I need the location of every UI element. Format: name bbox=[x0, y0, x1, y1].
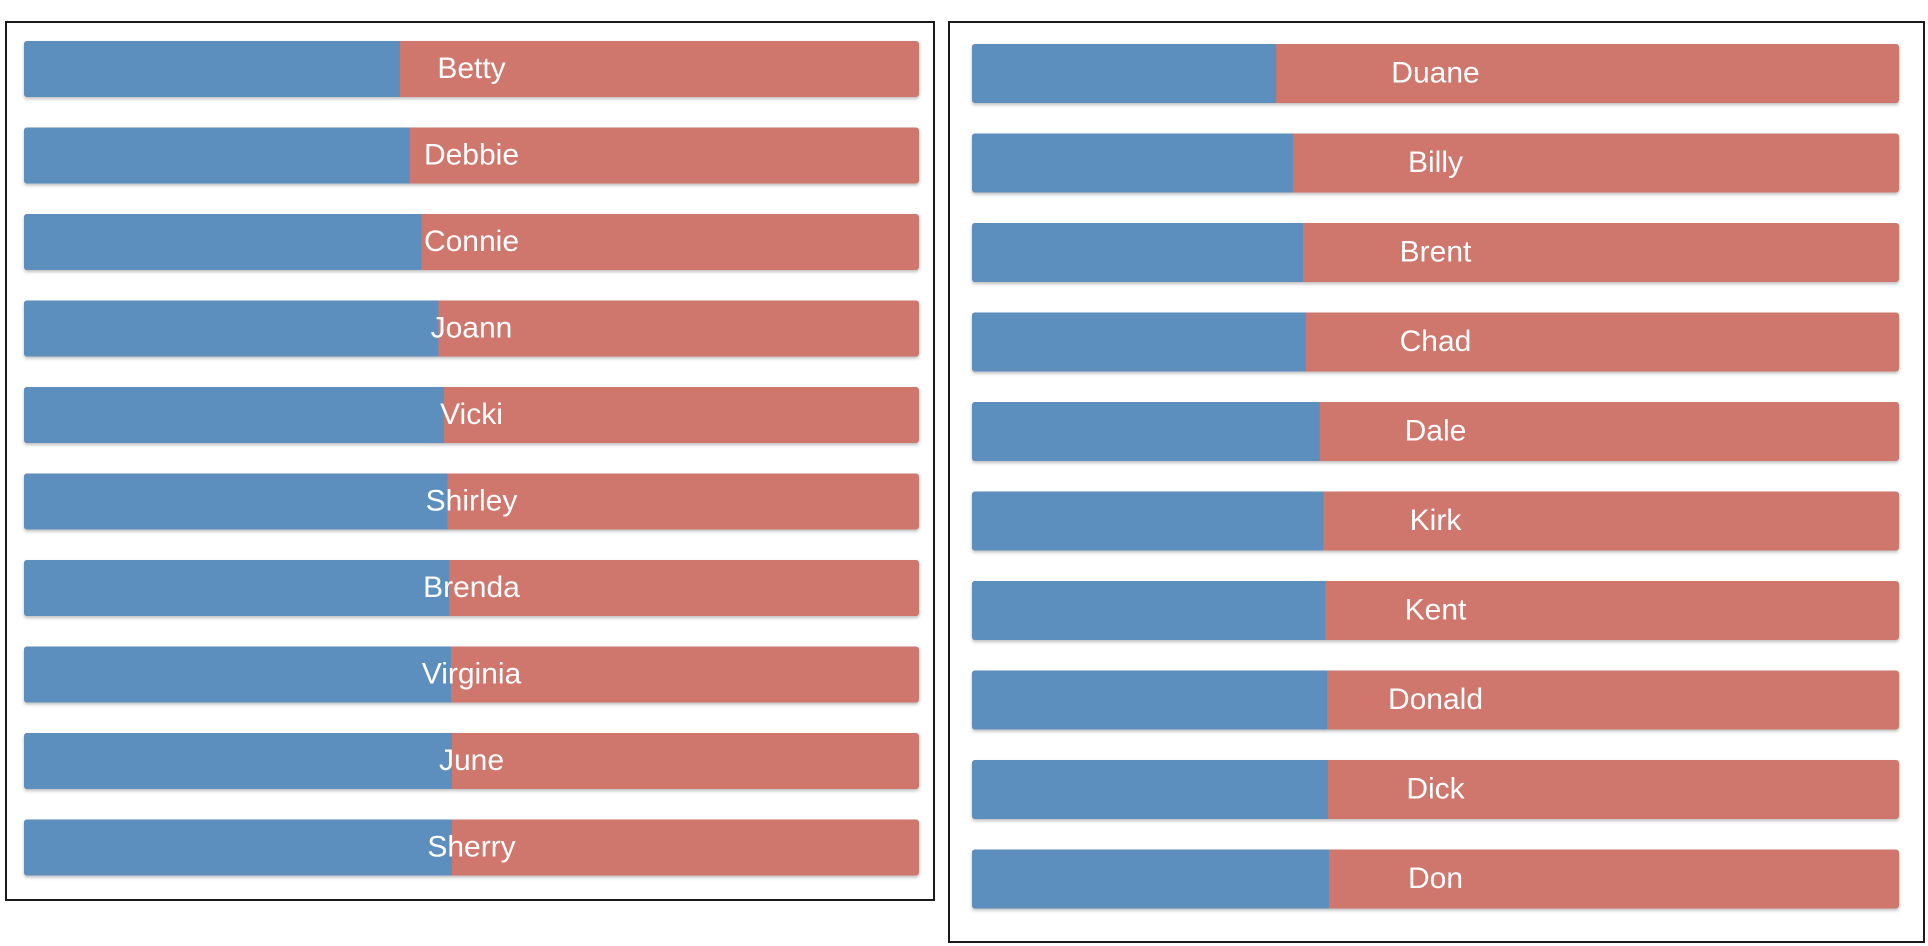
bar-label-virginia: Virginia bbox=[422, 657, 522, 690]
bar-label-kent: Kent bbox=[1405, 593, 1467, 626]
bar-segment-join bbox=[1301, 312, 1306, 372]
bar-segment-left-dick bbox=[972, 760, 1328, 819]
bar-label-debbie: Debbie bbox=[424, 138, 519, 171]
bar-label-betty: Betty bbox=[437, 52, 505, 85]
bar-segment-join bbox=[405, 127, 410, 184]
bar-row-brenda bbox=[24, 560, 919, 616]
bar-row-debbie bbox=[24, 127, 919, 184]
bar-segment-join bbox=[447, 819, 452, 876]
bar-row-duane bbox=[972, 44, 1899, 103]
bar-segment-left-billy bbox=[972, 133, 1293, 193]
bar-segment-left-chad bbox=[972, 312, 1306, 372]
bar-segment-left-dale bbox=[972, 402, 1320, 461]
bar-segment-left-brent bbox=[972, 223, 1303, 282]
bar-row-betty bbox=[24, 41, 919, 97]
bar-row-billy bbox=[972, 133, 1899, 193]
bar-label-donald: Donald bbox=[1388, 683, 1483, 716]
bar-segment-left-debbie bbox=[24, 127, 410, 184]
bar-segment-left-donald bbox=[972, 670, 1328, 730]
bar-row-chad bbox=[972, 312, 1899, 372]
bar-segment-join bbox=[1321, 581, 1326, 640]
bar-segment-join bbox=[417, 214, 422, 270]
bar-label-kirk: Kirk bbox=[1410, 504, 1463, 537]
bar-segment-join bbox=[1324, 849, 1329, 909]
bar-segment-join bbox=[1288, 133, 1293, 193]
bar-segment-join bbox=[1298, 223, 1303, 282]
bar-label-vicki: Vicki bbox=[440, 398, 503, 431]
bar-label-joann: Joann bbox=[431, 311, 513, 344]
bar-label-brenda: Brenda bbox=[423, 571, 520, 604]
bar-segment-join bbox=[1272, 44, 1277, 103]
bar-row-sherry bbox=[24, 819, 919, 876]
bar-row-dale bbox=[972, 402, 1899, 461]
bar-segment-join bbox=[445, 560, 450, 616]
bar-row-joann bbox=[24, 300, 919, 357]
bar-label-billy: Billy bbox=[1408, 146, 1463, 179]
bar-segment-join bbox=[1323, 670, 1328, 730]
bar-segment-left-shirley bbox=[24, 473, 448, 530]
bar-row-brent bbox=[972, 223, 1899, 282]
bar-segment-left-brenda bbox=[24, 560, 450, 616]
bar-row-shirley bbox=[24, 473, 919, 530]
bar-label-duane: Duane bbox=[1391, 56, 1479, 89]
right-stacked-bar-chart: Duane Billy Brent Chad Dale Kirk Kent Donald Dic… bbox=[972, 44, 1899, 909]
right-chart-panel: Duane Billy Brent Chad Dale Kirk Kent Donald Dic… bbox=[948, 21, 1925, 943]
left-chart-panel: Betty Debbie Connie Joann Vicki Shirley Brenda… bbox=[5, 21, 935, 901]
bar-label-shirley: Shirley bbox=[426, 484, 518, 517]
bar-segment-left-kent bbox=[972, 581, 1326, 640]
bar-row-dick bbox=[972, 760, 1899, 819]
bar-label-june: June bbox=[439, 744, 504, 777]
bar-segment-left-don bbox=[972, 849, 1329, 909]
bar-label-brent: Brent bbox=[1400, 235, 1472, 268]
bar-row-kirk bbox=[972, 491, 1899, 551]
bar-segment-left-duane bbox=[972, 44, 1277, 103]
bar-segment-left-vicki bbox=[24, 387, 444, 443]
bar-segment-left-virginia bbox=[24, 646, 451, 703]
bar-segment-join bbox=[447, 733, 452, 789]
bar-row-connie bbox=[24, 214, 919, 270]
bar-row-june bbox=[24, 733, 919, 789]
bar-label-chad: Chad bbox=[1400, 325, 1472, 358]
bar-segment-left-sherry bbox=[24, 819, 452, 876]
bar-segment-join bbox=[439, 387, 444, 443]
bar-segment-join bbox=[434, 300, 439, 357]
bar-label-dick: Dick bbox=[1406, 772, 1465, 805]
bar-segment-left-betty bbox=[24, 41, 400, 97]
bar-label-connie: Connie bbox=[424, 225, 519, 258]
bar-label-dale: Dale bbox=[1405, 414, 1467, 447]
bar-segment-join bbox=[446, 646, 451, 703]
bar-segment-join bbox=[443, 473, 448, 530]
bar-row-virginia bbox=[24, 646, 919, 703]
bar-row-vicki bbox=[24, 387, 919, 443]
bar-segment-left-kirk bbox=[972, 491, 1324, 551]
bar-segment-join bbox=[1323, 760, 1328, 819]
bar-row-don bbox=[972, 849, 1899, 909]
bar-segment-left-joann bbox=[24, 300, 439, 357]
bar-segment-join bbox=[1315, 402, 1320, 461]
bar-label-sherry: Sherry bbox=[427, 830, 515, 863]
bar-segment-join bbox=[395, 41, 400, 97]
bar-segment-left-connie bbox=[24, 214, 422, 270]
bar-row-donald bbox=[972, 670, 1899, 730]
bar-label-don: Don bbox=[1408, 862, 1463, 895]
bar-row-kent bbox=[972, 581, 1899, 640]
bar-segment-join bbox=[1319, 491, 1324, 551]
left-stacked-bar-chart: Betty Debbie Connie Joann Vicki Shirley Brenda… bbox=[24, 41, 919, 876]
bar-segment-left-june bbox=[24, 733, 452, 789]
